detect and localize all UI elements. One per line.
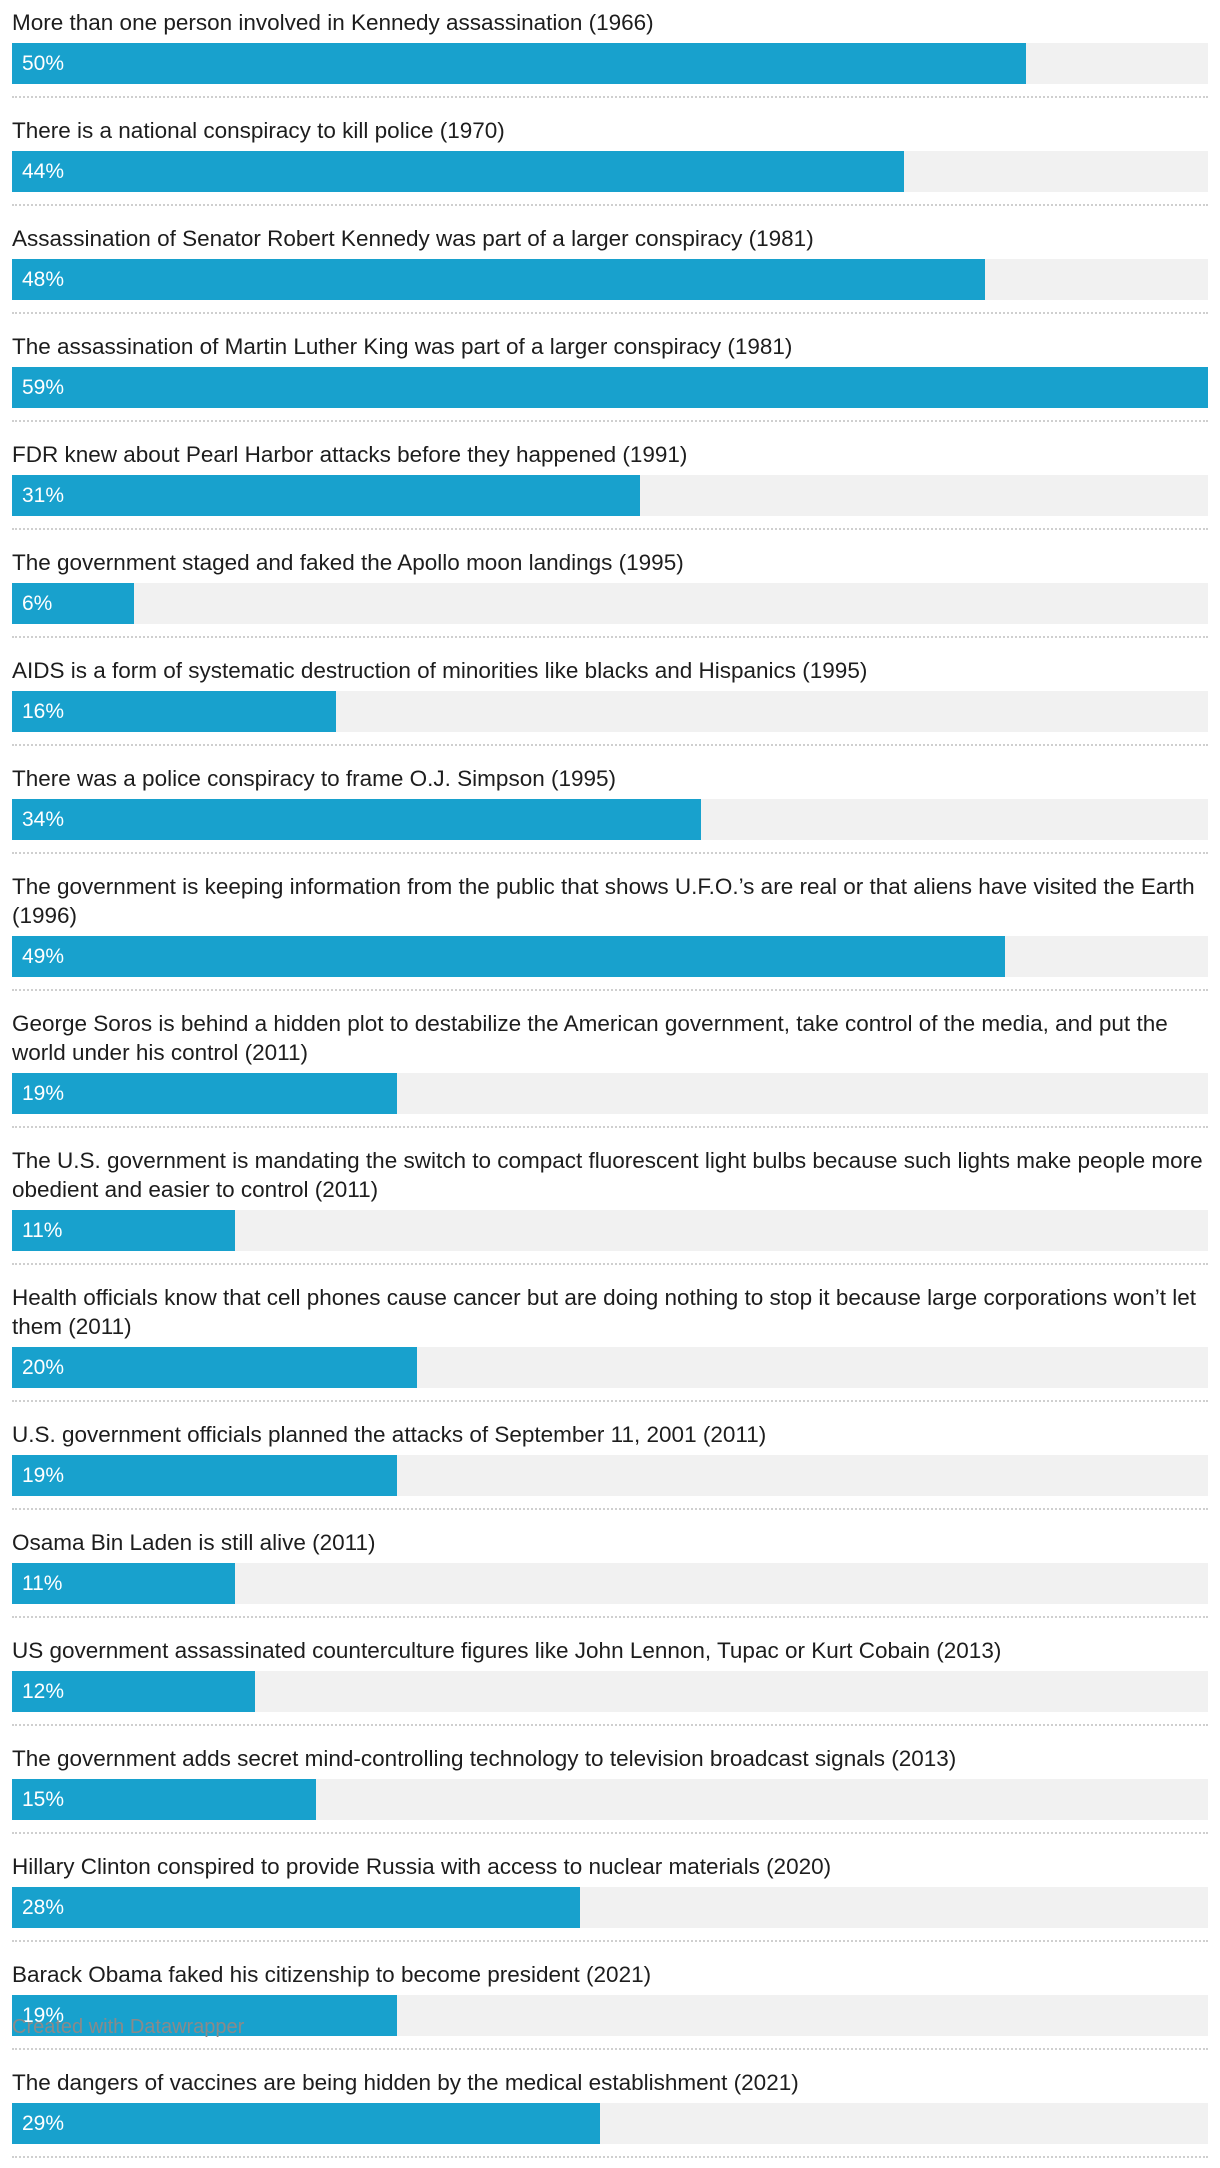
bar-track: 19% xyxy=(12,1455,1208,1496)
bar-value-label: 34% xyxy=(22,808,65,831)
bar-value-label: 11% xyxy=(22,1219,63,1242)
bar-track: 19% xyxy=(12,1073,1208,1114)
bar-label: The U.S. government is mandating the swi… xyxy=(12,1148,1203,1202)
bar-value-label: 28% xyxy=(22,1896,65,1919)
chart-row: Barack Obama faked his citizenship to be… xyxy=(12,1952,1208,2050)
bar-track: 48% xyxy=(12,259,1208,300)
bar-label: The assassination of Martin Luther King … xyxy=(12,334,793,359)
bar-label: U.S. government officials planned the at… xyxy=(12,1422,767,1447)
bar xyxy=(12,583,134,624)
bar-value-label: 29% xyxy=(22,2112,65,2135)
bar-label: The government is keeping information fr… xyxy=(12,874,1195,928)
bar-label: Hillary Clinton conspired to provide Rus… xyxy=(12,1854,832,1879)
bar-value-label: 11% xyxy=(22,1572,63,1595)
bar-value-label: 20% xyxy=(22,1356,65,1379)
bar-label: There was a police conspiracy to frame O… xyxy=(12,766,617,791)
bar-track: 44% xyxy=(12,151,1208,192)
bar-label: Health officials know that cell phones c… xyxy=(12,1285,1197,1339)
bar xyxy=(12,259,986,300)
chart-row: The U.S. government is mandating the swi… xyxy=(12,1138,1208,1265)
bar-value-label: 59% xyxy=(22,376,65,399)
bar-label: The government staged and faked the Apol… xyxy=(12,550,684,575)
bar-track: 20% xyxy=(12,1347,1208,1388)
bar-label: Assassination of Senator Robert Kennedy … xyxy=(12,226,814,251)
chart-row: There is a national conspiracy to kill p… xyxy=(12,108,1208,206)
bar xyxy=(12,1563,235,1604)
bar-track: 6% xyxy=(12,583,1208,624)
chart-row: AIDS is a form of systematic destruction… xyxy=(12,648,1208,746)
bar-value-label: 16% xyxy=(22,700,65,723)
bar-value-label: 15% xyxy=(22,1788,65,1811)
bar-value-label: 31% xyxy=(22,484,65,507)
bar-label: Osama Bin Laden is still alive (2011) xyxy=(12,1530,376,1555)
bar-value-label: 12% xyxy=(22,1680,65,1703)
bar xyxy=(12,43,1026,84)
bar xyxy=(12,1073,398,1114)
bar-track: 12% xyxy=(12,1671,1208,1712)
bar xyxy=(12,2103,600,2144)
chart-row: The assassination of Martin Luther King … xyxy=(12,324,1208,422)
chart-row: Osama Bin Laden is still alive (2011) 11% xyxy=(12,1520,1208,1618)
bar-track: 49% xyxy=(12,936,1208,977)
bar-track: 28% xyxy=(12,1887,1208,1928)
bar xyxy=(12,475,641,516)
bar-label: The government adds secret mind-controll… xyxy=(12,1746,957,1771)
bar-track: 59% xyxy=(12,367,1208,408)
bar xyxy=(12,1887,580,1928)
bar-track: 11% xyxy=(12,1210,1208,1251)
bar-track: 15% xyxy=(12,1779,1208,1820)
bar-track: 50% xyxy=(12,43,1208,84)
bar-chart: More than one person involved in Kennedy… xyxy=(12,0,1208,2168)
bar xyxy=(12,1779,317,1820)
bar-label: US government assassinated countercultur… xyxy=(12,1638,1002,1663)
bar xyxy=(12,1455,398,1496)
chart-row: The dangers of vaccines are being hidden… xyxy=(12,2060,1208,2158)
bar-value-label: 6% xyxy=(22,592,53,615)
bar-track: 11% xyxy=(12,1563,1208,1604)
bar-label: AIDS is a form of systematic destruction… xyxy=(12,658,868,683)
bar-label: There is a national conspiracy to kill p… xyxy=(12,118,505,143)
bar-value-label: 50% xyxy=(22,52,65,75)
chart-row: Assassination of Senator Robert Kennedy … xyxy=(12,216,1208,314)
bar-track: 29% xyxy=(12,2103,1208,2144)
bar-value-label: 49% xyxy=(22,945,65,968)
chart-row: More than one person involved in Kennedy… xyxy=(12,0,1208,98)
chart-row: FDR knew about Pearl Harbor attacks befo… xyxy=(12,432,1208,530)
bar-label: FDR knew about Pearl Harbor attacks befo… xyxy=(12,442,688,467)
bar-track: 19% xyxy=(12,1995,1208,2036)
chart-row: George Soros is behind a hidden plot to … xyxy=(12,1001,1208,1128)
bar-label: George Soros is behind a hidden plot to … xyxy=(12,1011,1168,1065)
footer-credit[interactable]: Created with Datawrapper xyxy=(12,2016,245,2038)
bar xyxy=(12,1210,235,1251)
bar-track: 16% xyxy=(12,691,1208,732)
bar xyxy=(12,799,702,840)
chart-row: U.S. government officials planned the at… xyxy=(12,1412,1208,1510)
bar xyxy=(12,151,904,192)
bar xyxy=(12,691,337,732)
chart-row: There was a police conspiracy to frame O… xyxy=(12,756,1208,854)
chart-row: The government staged and faked the Apol… xyxy=(12,540,1208,638)
bar-track: 31% xyxy=(12,475,1208,516)
chart-row: US government assassinated countercultur… xyxy=(12,1628,1208,1726)
bar-value-label: 44% xyxy=(22,160,65,183)
bar-label: The dangers of vaccines are being hidden… xyxy=(12,2070,799,2095)
bar-label: More than one person involved in Kennedy… xyxy=(12,10,654,35)
bar-track: 34% xyxy=(12,799,1208,840)
bar xyxy=(12,936,1006,977)
bar xyxy=(12,1995,398,2036)
chart-row: Hillary Clinton conspired to provide Rus… xyxy=(12,1844,1208,1942)
chart-row: The government is keeping information fr… xyxy=(12,864,1208,991)
bar-label: Barack Obama faked his citizenship to be… xyxy=(12,1962,652,1987)
bar-value-label: 19% xyxy=(22,2004,65,2027)
bar xyxy=(12,1671,256,1712)
bar-value-label: 19% xyxy=(22,1082,65,1105)
bar xyxy=(12,367,1208,408)
bar-value-label: 19% xyxy=(22,1464,65,1487)
bar-value-label: 48% xyxy=(22,268,65,291)
bar xyxy=(12,1347,418,1388)
chart-row: The government adds secret mind-controll… xyxy=(12,1736,1208,1834)
chart-row: Health officials know that cell phones c… xyxy=(12,1275,1208,1402)
